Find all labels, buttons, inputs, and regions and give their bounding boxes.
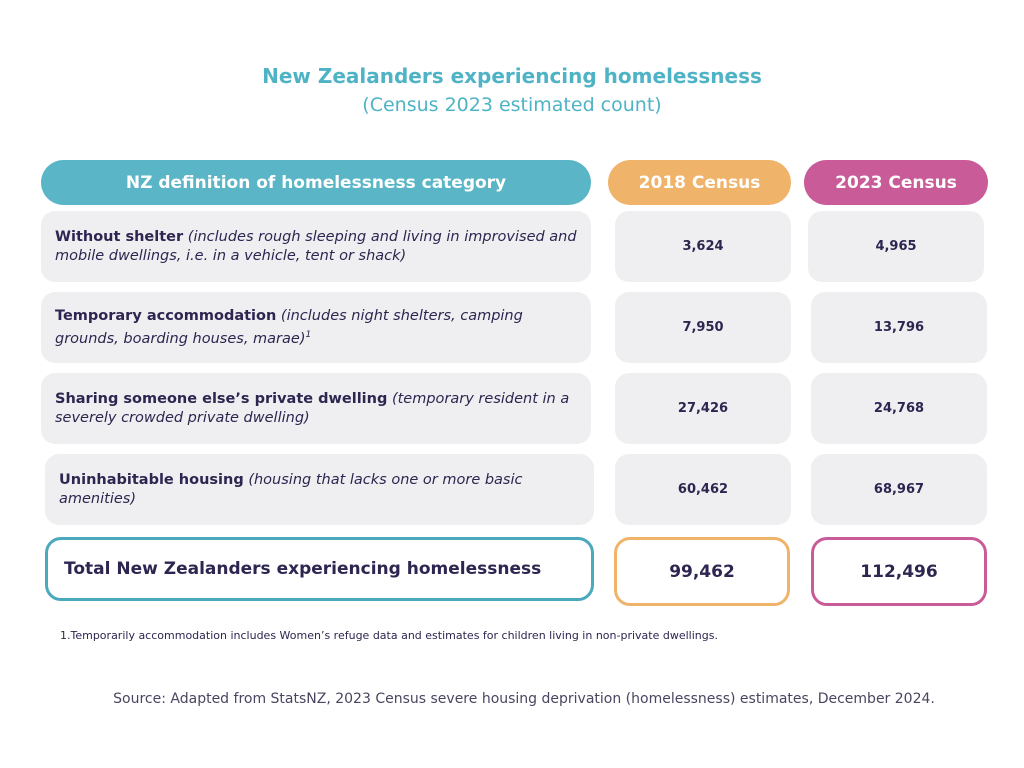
value-2018-uninhabitable-housing: 60,462 — [615, 454, 791, 525]
value-2023-without-shelter: 4,965 — [808, 211, 984, 282]
value-2018-sharing-dwelling: 27,426 — [615, 373, 791, 444]
category-label: Temporary accommodation — [55, 307, 277, 324]
value-2018-without-shelter: 3,624 — [615, 211, 791, 282]
source-note: Source: Adapted from StatsNZ, 2023 Censu… — [113, 691, 935, 707]
footnote: 1.Temporarily accommodation includes Wom… — [60, 629, 718, 642]
category-description: (temporary resident in a severely crowde… — [55, 390, 570, 426]
page-subtitle: (Census 2023 estimated count) — [362, 94, 662, 116]
category-description: (includes night shelters, camping ground… — [55, 307, 523, 347]
header-2023-census: 2023 Census — [804, 160, 988, 205]
value-2023-sharing-dwelling: 24,768 — [811, 373, 987, 444]
category-cell-uninhabitable-housing: Uninhabitable housing (housing that lack… — [45, 454, 594, 525]
category-cell-sharing-dwelling: Sharing someone else’s private dwelling … — [41, 373, 591, 444]
value-2023-temporary-accommodation: 13,796 — [811, 292, 987, 363]
total-2023-cell: 112,496 — [811, 537, 987, 606]
value-2023-uninhabitable-housing: 68,967 — [811, 454, 987, 525]
total-2018-cell: 99,462 — [614, 537, 790, 606]
category-description: (includes rough sleeping and living in i… — [55, 228, 577, 264]
category-cell-temporary-accommodation: Temporary accommodation (includes night … — [41, 292, 591, 363]
category-description: (housing that lacks one or more basic am… — [59, 471, 523, 507]
category-label: Without shelter — [55, 228, 184, 245]
value-2018-temporary-accommodation: 7,950 — [615, 292, 791, 363]
category-label: Sharing someone else’s private dwelling — [55, 390, 388, 407]
total-label-cell: Total New Zealanders experiencing homele… — [45, 537, 594, 601]
header-2018-census: 2018 Census — [608, 160, 791, 205]
header-category: NZ definition of homelessness category — [41, 160, 591, 205]
footnote-marker: 1 — [305, 329, 312, 340]
category-label: Uninhabitable housing — [59, 471, 244, 488]
page-title: New Zealanders experiencing homelessness — [262, 64, 762, 88]
category-cell-without-shelter: Without shelter (includes rough sleeping… — [41, 211, 591, 282]
